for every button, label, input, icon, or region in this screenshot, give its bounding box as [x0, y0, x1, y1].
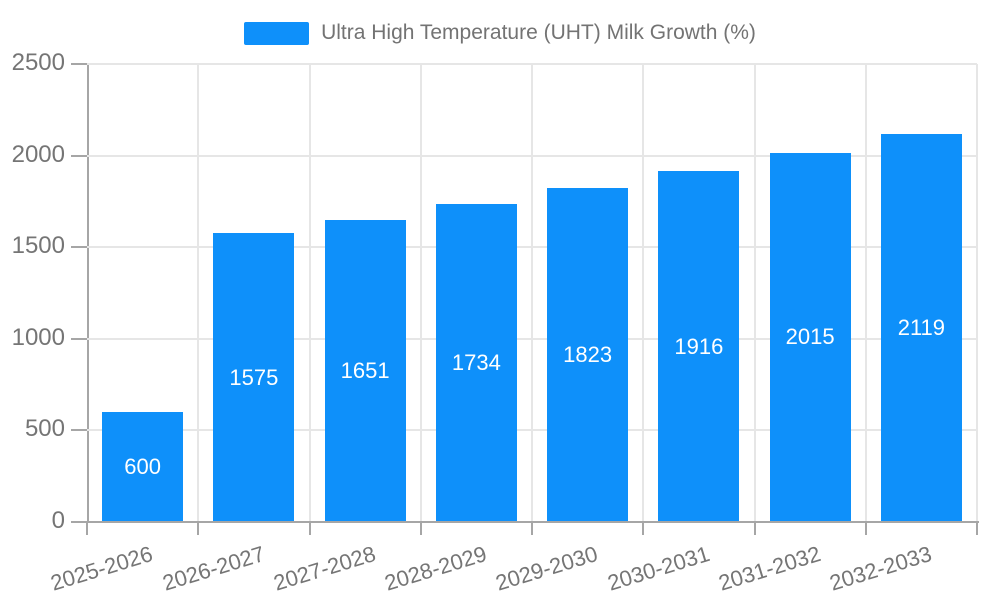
bar-value-label: 1734 — [451, 350, 501, 376]
bar-value-label: 1823 — [563, 342, 613, 368]
y-tick-label: 2000 — [11, 140, 65, 168]
x-axis-tick — [864, 522, 867, 535]
y-axis-tick — [71, 246, 87, 249]
x-axis-tick — [419, 522, 422, 535]
v-gridline — [864, 64, 867, 522]
x-tick-label: 2029-2030 — [493, 541, 601, 596]
x-axis-tick — [531, 522, 533, 535]
y-axis-tick — [71, 154, 87, 157]
bar[interactable]: 600 — [102, 412, 184, 522]
v-gridline — [642, 64, 645, 522]
y-axis-tick — [71, 521, 87, 523]
bar[interactable]: 1823 — [547, 188, 629, 522]
v-gridline — [308, 64, 311, 522]
y-tick-label: 1000 — [11, 323, 65, 351]
x-axis-tick — [753, 522, 756, 535]
x-axis-tick — [976, 522, 978, 535]
x-tick-label: 2026-2027 — [159, 541, 268, 596]
bar-value-label: 1575 — [229, 364, 279, 390]
bar-value-label: 1651 — [340, 357, 390, 383]
bar-value-label: 1916 — [674, 333, 724, 359]
x-axis-tick — [308, 522, 311, 535]
y-tick-label: 2500 — [11, 49, 65, 76]
bar[interactable]: 1734 — [435, 204, 517, 522]
bar[interactable]: 2015 — [769, 152, 851, 522]
y-axis-tick — [71, 63, 87, 65]
v-gridline — [419, 64, 422, 522]
bar[interactable]: 1651 — [324, 219, 406, 522]
legend-item[interactable]: Ultra High Temperature (UHT) Milk Growth… — [0, 20, 1000, 46]
bar-value-label: 2015 — [785, 324, 835, 350]
bar[interactable]: 1916 — [658, 171, 740, 522]
y-axis-tick — [71, 429, 87, 432]
v-gridline — [197, 64, 200, 522]
x-axis-tick — [197, 522, 200, 535]
v-gridline — [976, 64, 978, 522]
bar[interactable]: 2119 — [880, 133, 962, 522]
v-gridline — [753, 64, 756, 522]
x-tick-label: 2028-2029 — [381, 541, 490, 596]
x-axis-tick — [86, 522, 88, 535]
y-tick-label: 0 — [51, 507, 65, 534]
x-axis-tick — [642, 522, 645, 535]
y-tick-label: 1500 — [11, 232, 65, 260]
v-gridline — [531, 64, 533, 522]
legend-swatch — [244, 21, 310, 45]
y-axis-line — [87, 64, 89, 522]
legend-label: Ultra High Temperature (UHT) Milk Growth… — [321, 21, 756, 44]
y-tick-label: 500 — [24, 415, 65, 443]
x-tick-label: 2032-2033 — [826, 541, 935, 596]
bar-value-label: 600 — [124, 454, 161, 480]
x-tick-label: 2031-2032 — [715, 541, 824, 596]
bar-value-label: 2119 — [897, 314, 946, 340]
x-tick-label: 2030-2031 — [604, 541, 713, 596]
bar[interactable]: 1575 — [213, 233, 295, 522]
plot-area: 0 500 1000 1500 2000 2500 600 1575 1651 1734 1823 1… — [12, 49, 979, 596]
x-tick-label: 2025-2026 — [48, 541, 156, 596]
x-tick-label: 2027-2028 — [270, 541, 379, 596]
y-axis-tick — [71, 337, 87, 340]
